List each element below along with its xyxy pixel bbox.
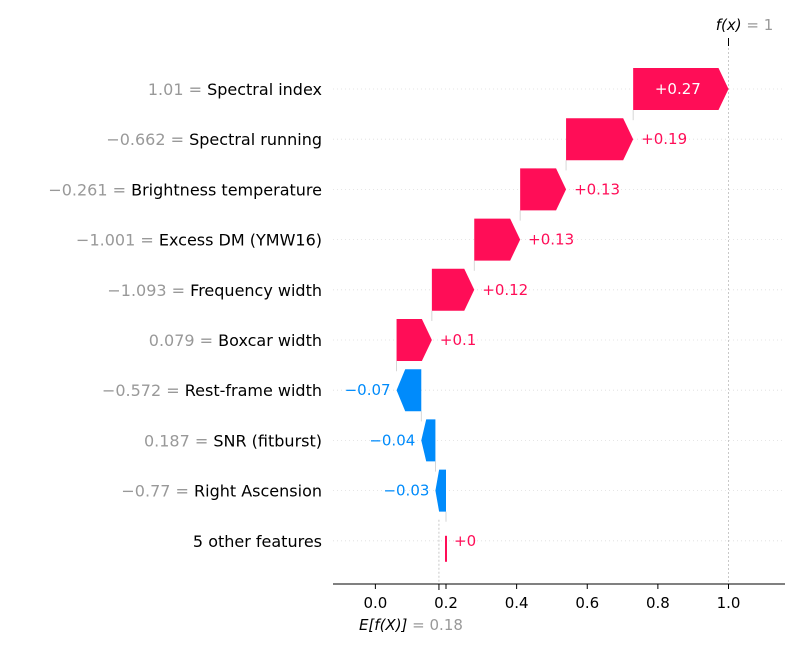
contribution-bar [435,469,446,512]
feature-label: −0.662 = Spectral running [106,130,322,149]
contribution-label: +0.12 [482,281,528,299]
x-tick-label: 0.6 [575,594,599,612]
feature-value: −0.572 = [102,381,185,400]
final-value-label: f(x) = 1 [716,16,774,34]
contribution-bar [421,419,436,462]
feature-name: 5 other features [193,532,322,551]
feature-label: −0.572 = Rest-frame width [102,381,322,400]
contribution-label: +0 [454,532,476,550]
feature-name: Excess DM (YMW16) [159,231,322,250]
x-tick-label: 0.2 [434,594,458,612]
contribution-bar [396,319,432,361]
base-value-number: = 0.18 [407,616,463,634]
feature-value: −1.001 = [76,231,159,250]
feature-labels: 1.01 = Spectral index −0.662 = Spectral r… [48,80,322,551]
x-tick-label: 1.0 [717,594,741,612]
final-value-number: = 1 [742,16,774,34]
feature-name: Boxcar width [218,331,322,350]
feature-label: −0.77 = Right Ascension [121,482,322,501]
base-value-name: E[f(X)] [359,616,408,634]
x-tick-label: 0.4 [505,594,529,612]
connector-lines [396,40,729,584]
feature-name: Spectral running [189,130,322,149]
contribution-label: −0.04 [369,431,415,449]
contribution-label: +0.13 [528,231,574,249]
feature-name: Frequency width [190,281,322,300]
contribution-label: −0.03 [383,482,429,500]
contribution-label: +0.19 [641,130,687,148]
feature-label: 1.01 = Spectral index [148,80,322,99]
row-gridlines [333,88,785,542]
contribution-bar [474,218,521,261]
feature-value: 1.01 = [148,80,207,99]
feature-label: 5 other features [193,532,322,551]
feature-name: SNR (fitburst) [213,431,322,450]
feature-value: −0.662 = [106,130,189,149]
final-value-marker: f(x) = 1 [716,16,774,46]
feature-value: −1.093 = [107,281,190,300]
contribution-label: +0.1 [440,331,476,349]
feature-value: −0.77 = [121,482,194,501]
feature-value: 0.187 = [144,431,213,450]
x-axis: 0.0 0.2 0.4 0.6 0.8 1.0 E[f(X)] = 0.18 [333,583,785,634]
feature-label: −1.001 = Excess DM (YMW16) [76,231,322,250]
feature-value: 0.079 = [149,331,218,350]
contribution-bars: +0.27 +0.19 +0.13 +0.13 +0.12 +0.1 −0.07 −0.04 −… [345,68,729,562]
contribution-bar [520,168,567,211]
contribution-bar [431,268,475,311]
contribution-label: −0.07 [345,381,391,399]
feature-label: −0.261 = Brightness temperature [48,180,322,199]
x-tick-label: 0.0 [363,594,387,612]
feature-label: 0.079 = Boxcar width [149,331,322,350]
final-value-name: f(x) [716,16,742,34]
contribution-label: +0.27 [655,80,701,98]
contribution-label: +0.13 [574,180,620,198]
feature-label: 0.187 = SNR (fitburst) [144,431,322,450]
x-tick-label: 0.8 [646,594,670,612]
contribution-bar [566,118,634,161]
feature-name: Right Ascension [194,482,322,501]
feature-name: Brightness temperature [131,180,322,199]
contribution-bar [633,68,729,110]
contribution-bar [396,369,422,412]
feature-name: Rest-frame width [185,381,322,400]
feature-label: −1.093 = Frequency width [107,281,322,300]
feature-value: −0.261 = [48,180,131,199]
base-value-label: E[f(X)] = 0.18 [359,616,463,634]
feature-name: Spectral index [207,80,322,99]
